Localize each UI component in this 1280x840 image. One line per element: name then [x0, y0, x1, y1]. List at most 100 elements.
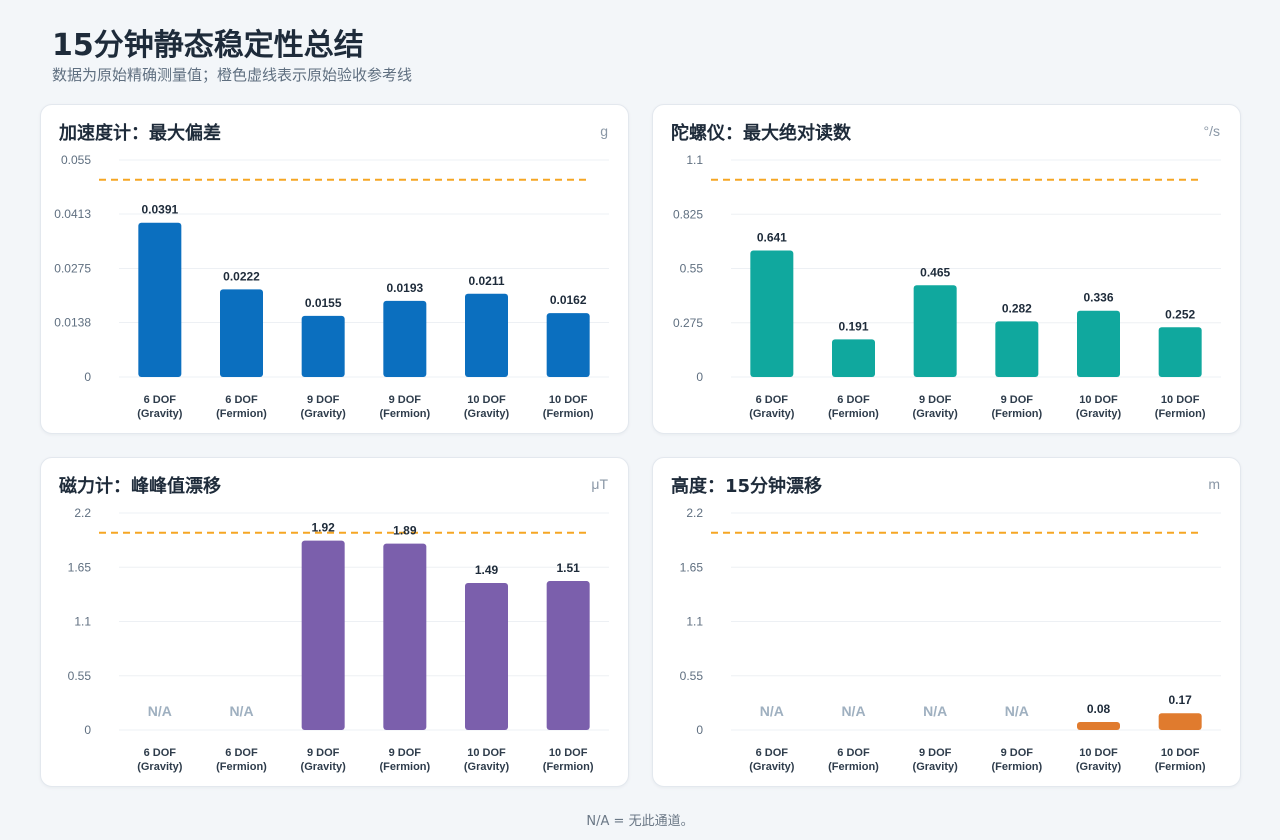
y-tick-label: 0.825: [673, 207, 703, 221]
category-label: (Fermion): [543, 408, 594, 420]
magnetometer-chart-panel: 磁力计：峰峰值漂移 μT 0 0.55 1.1 1.65 2.2 N/A 6 DOF (Gra…: [40, 457, 629, 787]
category-label: 10 DOF: [467, 747, 506, 759]
bar: [383, 543, 427, 730]
category-label: (Gravity): [913, 761, 959, 773]
bar-value-label: 0.641: [757, 231, 787, 245]
bar: [832, 339, 875, 377]
category-label: 6 DOF: [837, 747, 870, 759]
bar: [465, 583, 508, 730]
category-label: (Gravity): [464, 761, 510, 773]
bar-value-label: 0.0211: [468, 274, 504, 288]
category-label: (Fermion): [379, 408, 430, 420]
na-label: N/A: [760, 703, 784, 719]
category-label: (Gravity): [749, 761, 795, 773]
y-tick-label: 0.0275: [54, 262, 91, 276]
category-label: (Fermion): [379, 761, 430, 773]
bar-value-label: 1.49: [475, 563, 499, 577]
category-label: (Fermion): [216, 761, 267, 773]
bar-value-label: 0.0391: [141, 203, 178, 217]
category-label: (Fermion): [828, 761, 879, 773]
bar-value-label: 0.0162: [550, 293, 587, 307]
y-tick-label: 0.55: [680, 262, 704, 276]
bar-value-label: 0.336: [1083, 291, 1113, 305]
category-label: (Gravity): [749, 408, 795, 420]
category-label: 9 DOF: [919, 394, 952, 406]
y-tick-label: 1.1: [686, 153, 703, 167]
accelerometer-unit-label: g: [600, 123, 608, 139]
category-label: (Gravity): [301, 408, 347, 420]
bar: [301, 315, 345, 377]
category-label: (Gravity): [1076, 408, 1122, 420]
category-label: 10 DOF: [549, 747, 588, 759]
bar-value-label: 0.252: [1165, 307, 1195, 321]
bar-value-label: 0.17: [1168, 693, 1192, 707]
y-tick-label: 0.55: [68, 669, 92, 683]
category-label: 6 DOF: [756, 394, 789, 406]
category-label: 6 DOF: [144, 394, 177, 406]
na-label: N/A: [1005, 703, 1029, 719]
y-tick-label: 0.55: [680, 669, 704, 683]
magnetometer-chart-title: 磁力计：峰峰值漂移: [59, 476, 221, 497]
bar-value-label: 0.282: [1002, 301, 1032, 315]
category-label: (Gravity): [137, 761, 183, 773]
bar: [913, 285, 957, 377]
page-title: 15分钟静态稳定性总结: [52, 28, 364, 63]
category-label: (Gravity): [301, 761, 347, 773]
bar-value-label: 1.51: [556, 561, 580, 575]
category-label: (Gravity): [137, 408, 183, 420]
bar: [138, 222, 182, 377]
accelerometer-chart-title: 加速度计：最大偏差: [59, 123, 221, 144]
category-label: 9 DOF: [389, 394, 422, 406]
y-tick-label: 0.0413: [54, 207, 91, 221]
footnote: N/A = 无此通道。: [586, 814, 694, 829]
bar: [301, 540, 345, 730]
category-label: (Fermion): [991, 408, 1042, 420]
category-label: 9 DOF: [919, 747, 952, 759]
altitude-chart-panel: 高度：15分钟漂移 m 0 0.55 1.1 1.65 2.2 N/A 6 DOF (Grav…: [652, 457, 1241, 787]
y-tick-label: 2.2: [74, 506, 91, 520]
y-tick-label: 0.055: [61, 153, 91, 167]
bar-value-label: 0.465: [920, 265, 950, 279]
category-label: (Fermion): [543, 761, 594, 773]
magnetometer-unit-label: μT: [591, 476, 608, 492]
category-label: 9 DOF: [307, 394, 340, 406]
na-label: N/A: [148, 703, 172, 719]
y-tick-label: 1.65: [680, 560, 704, 574]
bar: [750, 250, 794, 377]
altitude-bar-chart: 0 0.55 1.1 1.65 2.2 N/A 6 DOF (Gravity) N/A 6 DOF…: [680, 506, 1221, 773]
y-tick-label: 2.2: [686, 506, 703, 520]
category-label: (Gravity): [464, 408, 510, 420]
category-label: 6 DOF: [225, 394, 258, 406]
y-tick-label: 0: [84, 723, 91, 737]
y-tick-label: 0: [696, 723, 703, 737]
na-label: N/A: [229, 703, 253, 719]
na-label: N/A: [923, 703, 947, 719]
bar-value-label: 0.0155: [305, 296, 342, 310]
bar: [383, 300, 427, 377]
gyroscope-bar-chart: 0 0.275 0.55 0.825 1.1 0.641 6 DOF (Gravity) 0.1…: [673, 153, 1221, 420]
category-label: 9 DOF: [307, 747, 340, 759]
y-tick-label: 0.275: [673, 316, 703, 330]
category-label: 6 DOF: [837, 394, 870, 406]
bar: [546, 313, 590, 377]
category-label: 6 DOF: [756, 747, 789, 759]
bar-value-label: 0.08: [1087, 702, 1111, 716]
na-label: N/A: [841, 703, 865, 719]
bar-value-label: 1.89: [393, 524, 417, 538]
gyroscope-chart-panel: 陀螺仪：最大绝对读数 °/s 0 0.275 0.55 0.825 1.1 0.641 6 …: [652, 104, 1241, 434]
altitude-chart-title: 高度：15分钟漂移: [671, 476, 823, 497]
gyroscope-chart-title: 陀螺仪：最大绝对读数: [671, 123, 851, 144]
y-tick-label: 0.0138: [54, 316, 91, 330]
accelerometer-chart-panel: 加速度计：最大偏差 g 0 0.0138 0.0275 0.0413 0.055 0.03…: [40, 104, 629, 434]
bar: [1158, 327, 1202, 377]
bar-value-label: 0.0193: [386, 281, 423, 295]
page-subtitle: 数据为原始精确测量值；橙色虚线表示原始验收参考线: [52, 66, 413, 84]
bar-value-label: 1.92: [311, 521, 335, 535]
y-tick-label: 1.1: [74, 615, 91, 629]
bar: [546, 581, 590, 730]
category-label: 10 DOF: [1079, 747, 1118, 759]
y-tick-label: 1.65: [68, 560, 92, 574]
accelerometer-bar-chart: 0 0.0138 0.0275 0.0413 0.055 0.0391 6 DOF (Grav…: [54, 153, 609, 420]
category-label: (Fermion): [216, 408, 267, 420]
bar-value-label: 0.191: [838, 319, 868, 333]
